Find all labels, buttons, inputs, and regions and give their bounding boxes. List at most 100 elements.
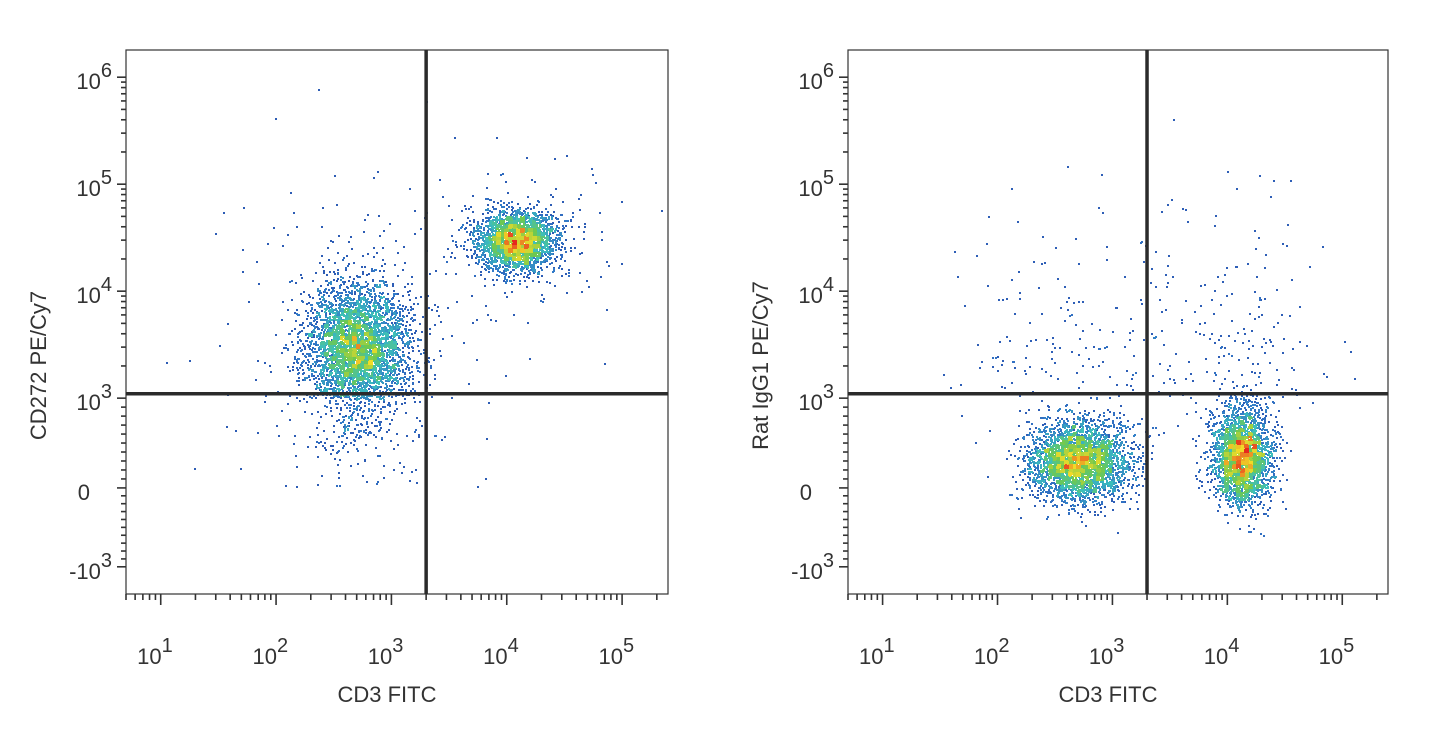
- event-dot: [325, 300, 327, 302]
- event-dot: [496, 137, 498, 139]
- event-dot: [494, 234, 496, 236]
- event-dot: [408, 369, 410, 371]
- event-dot: [389, 347, 391, 349]
- event-dot: [341, 304, 343, 306]
- event-dot: [446, 261, 448, 263]
- event-dot: [379, 424, 381, 426]
- event-dot: [537, 230, 539, 232]
- event-dot: [427, 360, 429, 362]
- event-dot: [394, 372, 396, 374]
- event-dot: [319, 337, 321, 339]
- event-dot: [389, 356, 391, 358]
- event-dot: [342, 354, 344, 356]
- event-dot: [506, 212, 508, 214]
- event-dot: [473, 221, 475, 223]
- event-dot: [314, 348, 316, 350]
- event-dot: [439, 350, 441, 352]
- event-dot: [546, 266, 548, 268]
- event-dot: [397, 325, 399, 327]
- event-dot: [498, 267, 500, 269]
- event-dot: [543, 227, 545, 229]
- event-dot: [396, 334, 398, 336]
- event-dot: [382, 247, 384, 249]
- event-dot: [341, 441, 343, 443]
- event-dot: [570, 247, 572, 249]
- event-dot: [289, 370, 291, 372]
- event-dot: [545, 214, 547, 216]
- event-dot: [390, 303, 392, 305]
- event-dot: [489, 255, 491, 257]
- event-dot: [323, 298, 325, 300]
- event-dot: [361, 415, 363, 417]
- event-dot: [291, 299, 293, 301]
- event-dot: [491, 227, 493, 229]
- event-dot: [493, 284, 495, 286]
- event-dot: [513, 214, 515, 216]
- event-dot: [400, 377, 402, 379]
- event-dot: [407, 341, 409, 343]
- event-dot: [565, 273, 567, 275]
- event-dot: [364, 219, 366, 221]
- event-dot: [342, 400, 344, 402]
- event-dot: [338, 331, 340, 333]
- event-dot: [330, 410, 332, 412]
- event-dot: [328, 295, 330, 297]
- event-dot: [489, 237, 491, 239]
- event-dot: [380, 408, 382, 410]
- event-dot: [344, 430, 346, 432]
- event-dot: [570, 220, 572, 222]
- event-dot: [560, 234, 562, 236]
- event-dot: [294, 358, 296, 360]
- event-dot: [362, 271, 364, 273]
- event-dot: [374, 404, 376, 406]
- event-dot: [404, 383, 406, 385]
- event-dot: [407, 364, 409, 366]
- event-dot: [343, 386, 345, 388]
- event-dot: [470, 249, 472, 251]
- event-dot: [476, 256, 478, 258]
- event-dot: [368, 310, 370, 312]
- event-dot: [500, 257, 502, 259]
- event-dot: [313, 334, 315, 336]
- event-dot: [481, 266, 483, 268]
- event-dot: [313, 331, 315, 333]
- event-dot: [389, 379, 391, 381]
- event-dot: [365, 429, 367, 431]
- event-dot: [367, 417, 369, 419]
- event-dot: [409, 290, 411, 292]
- event-dot: [366, 353, 368, 355]
- event-dot: [561, 268, 563, 270]
- event-dot: [409, 358, 411, 360]
- event-dot: [342, 364, 344, 366]
- event-dot: [331, 362, 333, 364]
- event-dot: [406, 366, 408, 368]
- event-dot: [360, 388, 362, 390]
- event-dot: [349, 313, 351, 315]
- event-dot: [398, 369, 400, 371]
- event-dot: [501, 206, 503, 208]
- event-dot: [573, 238, 575, 240]
- event-dot: [519, 208, 521, 210]
- event-dot: [493, 261, 495, 263]
- event-dot: [556, 256, 558, 258]
- event-dot: [495, 261, 497, 263]
- event-dot: [384, 333, 386, 335]
- event-dot: [394, 332, 396, 334]
- event-dot: [555, 188, 557, 190]
- event-dot: [485, 225, 487, 227]
- event-dot: [379, 235, 381, 237]
- event-dot: [414, 210, 416, 212]
- event-dot: [433, 359, 435, 361]
- event-dot: [540, 249, 542, 251]
- event-dot: [540, 267, 542, 269]
- event-dot: [389, 336, 391, 338]
- event-dot: [318, 422, 320, 424]
- event-dot: [485, 269, 487, 271]
- event-dot: [417, 303, 419, 305]
- event-dot: [320, 371, 322, 373]
- event-dot: [366, 421, 368, 423]
- event-dot: [544, 247, 546, 249]
- event-dot: [383, 399, 385, 401]
- plot-frame: [125, 49, 669, 595]
- event-dot: [380, 358, 382, 360]
